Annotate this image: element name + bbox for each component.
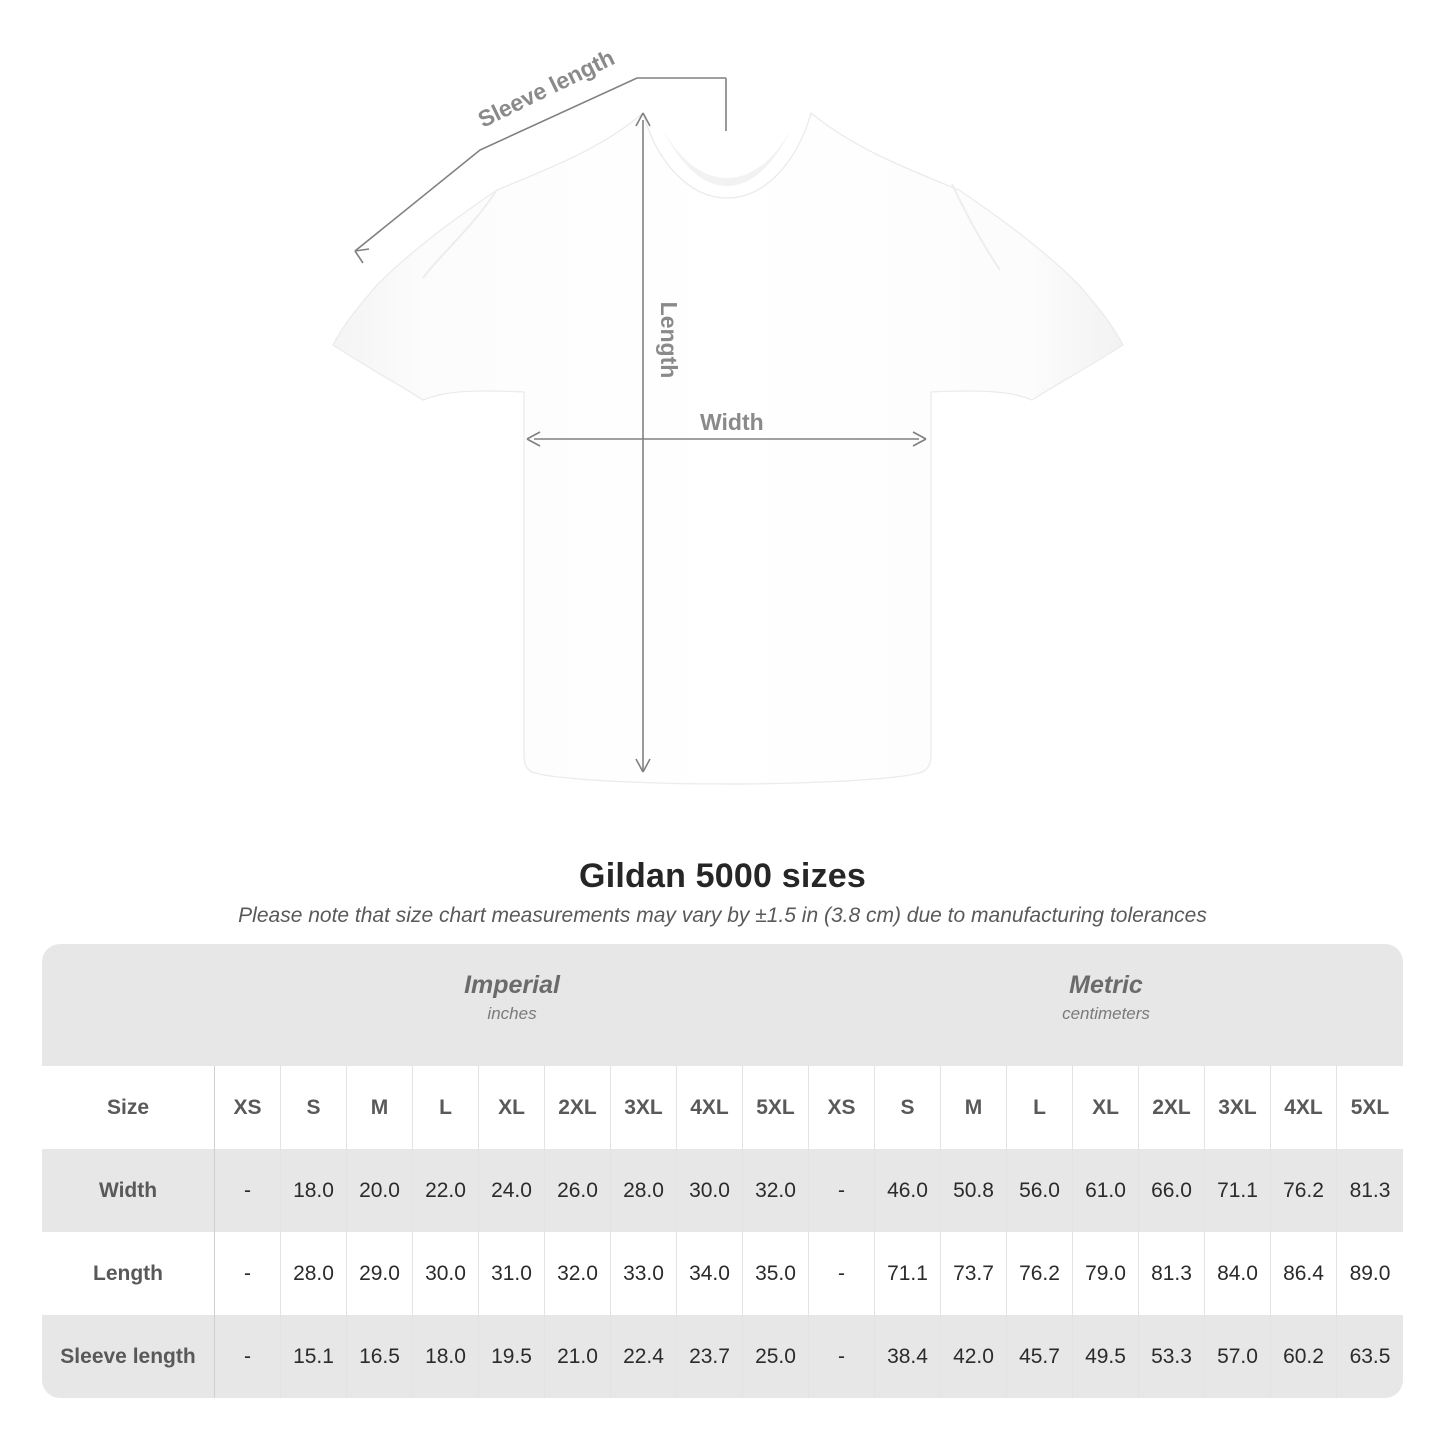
svg-text:Width: Width [700, 409, 764, 435]
svg-text:Length: Length [656, 302, 682, 379]
